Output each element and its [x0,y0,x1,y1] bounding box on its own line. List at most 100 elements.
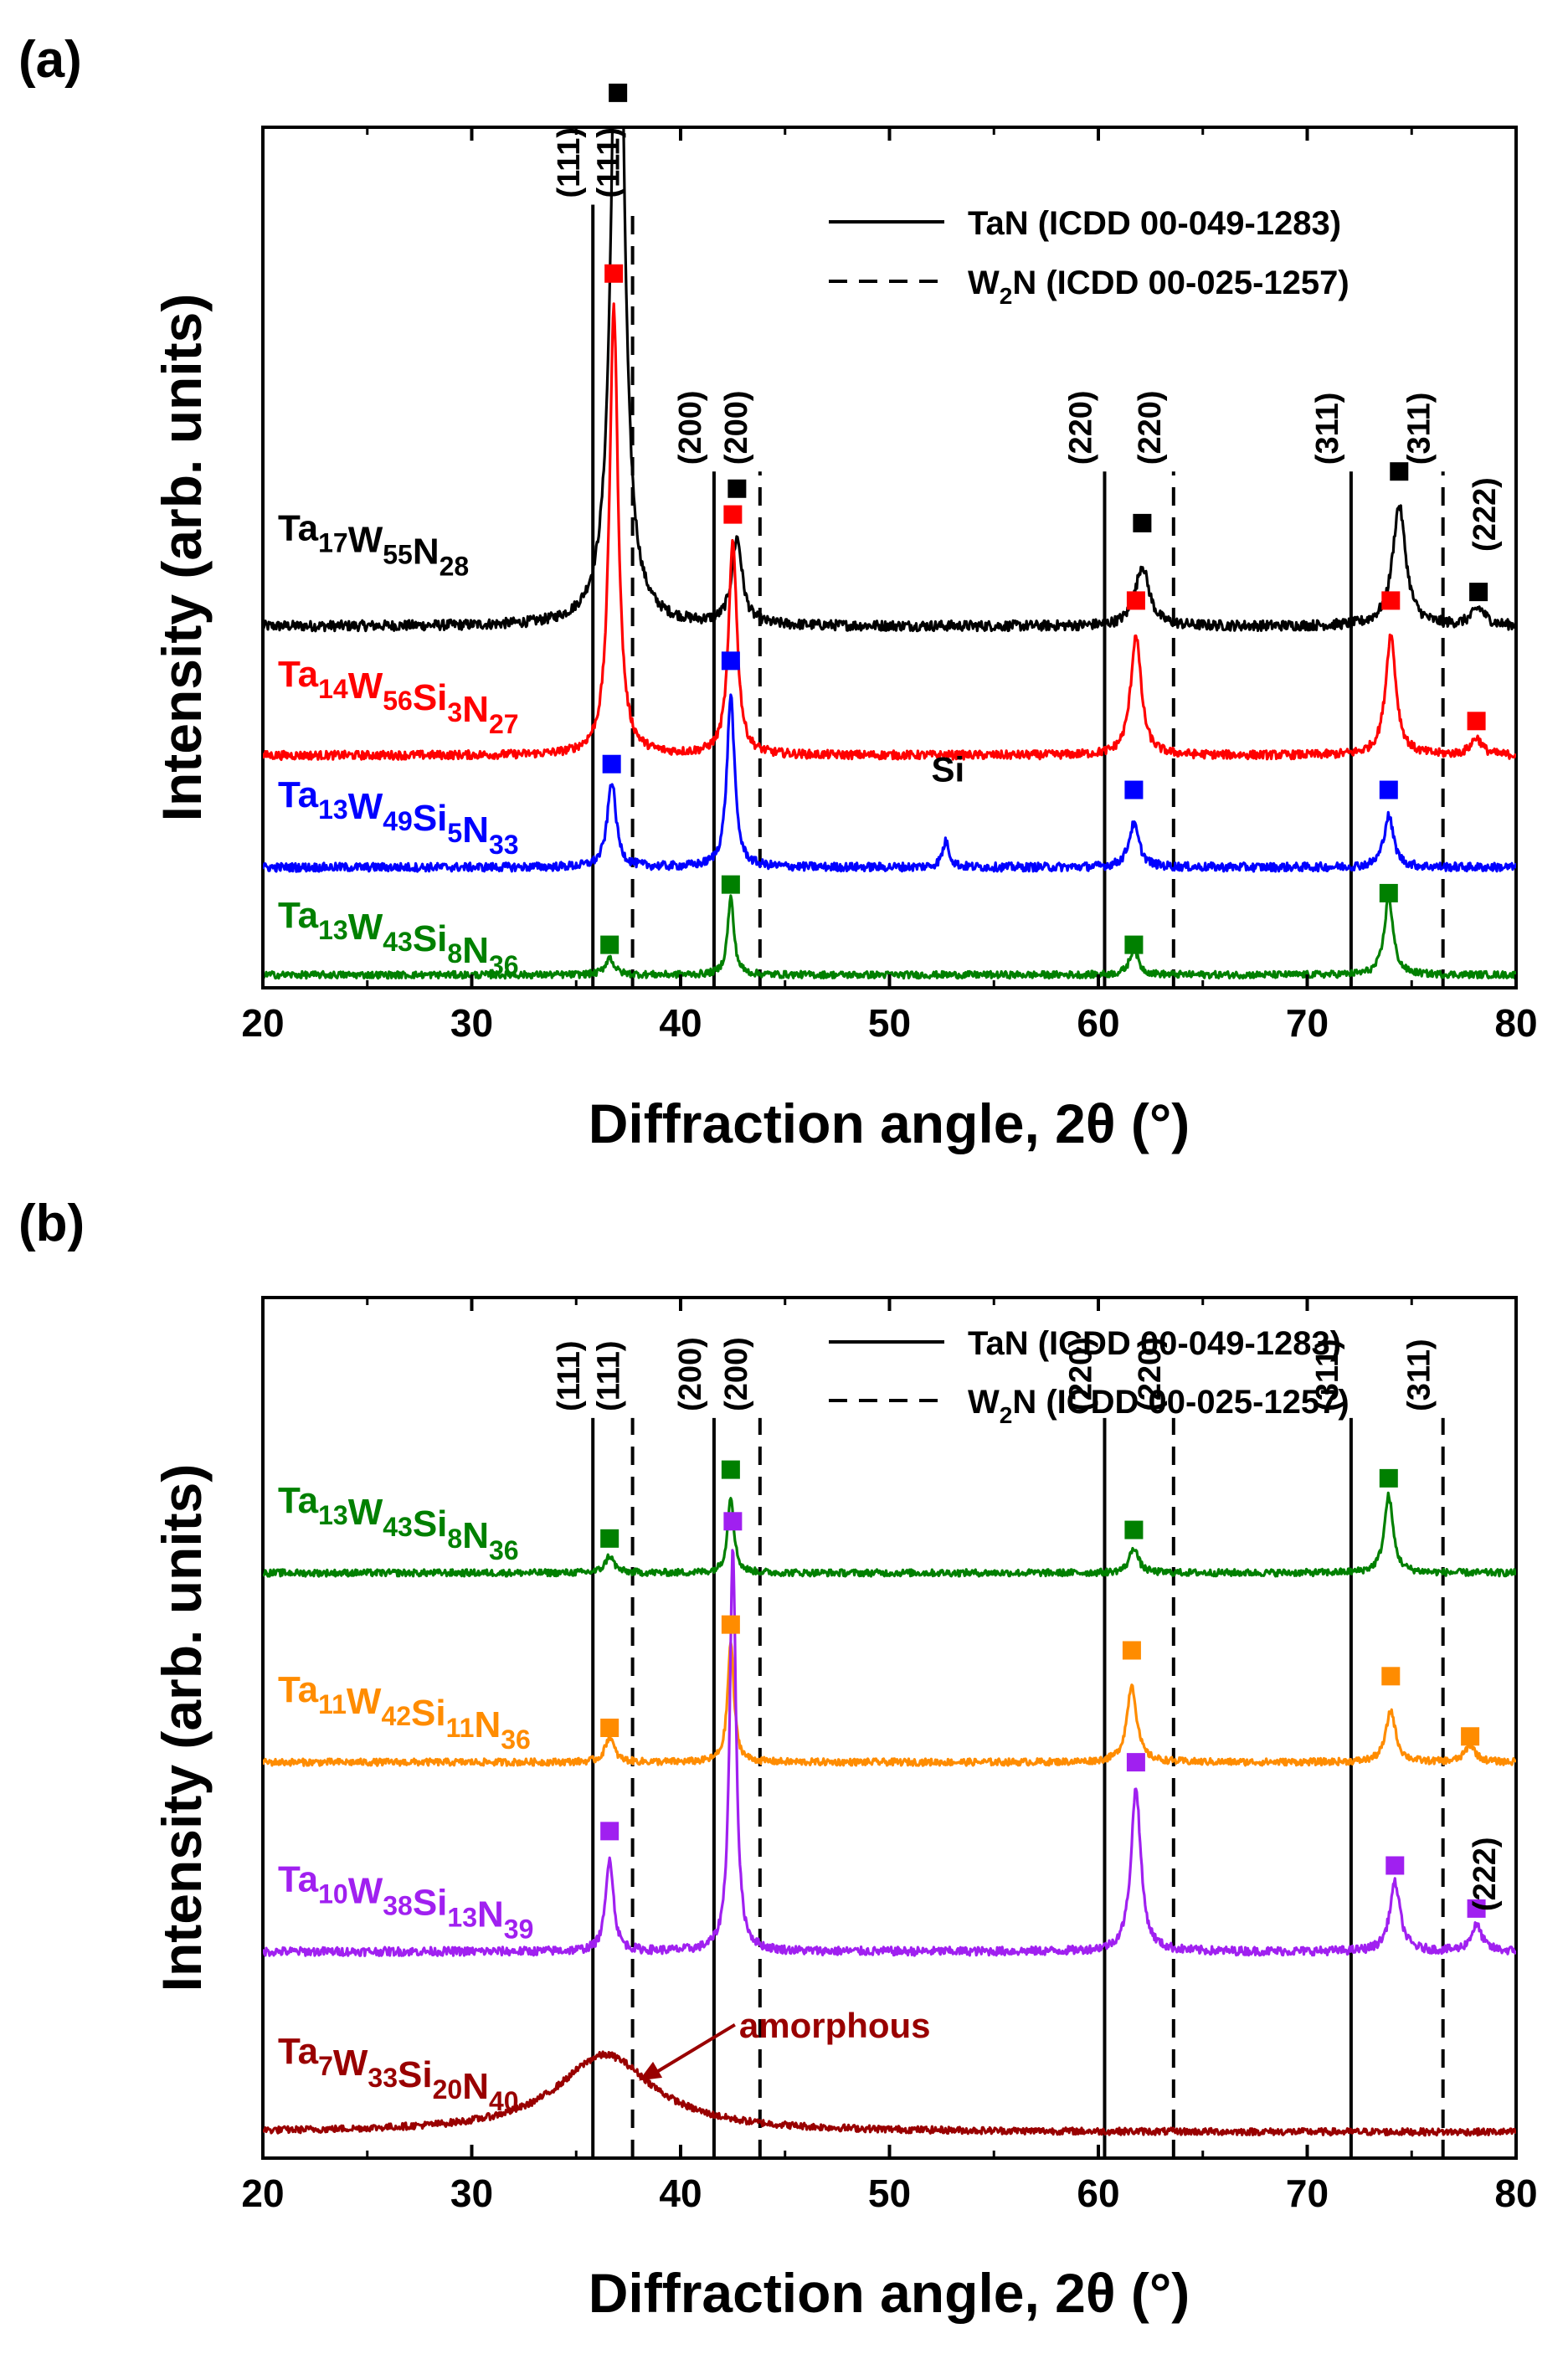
peak-marker [1390,462,1409,481]
peak-marker [602,754,621,774]
si-annotation: Si [932,749,965,789]
hkl-label: (220) [1133,1337,1168,1411]
reference-lines-a: (111) (111) (200) (200) (220) (220) (311) (311) [552,127,1445,988]
x-ticks-b: 20 30 40 50 60 70 80 [241,1298,1538,2215]
peak-marker [1124,1520,1144,1539]
hkl-222-label-b: (222) [1468,1837,1503,1911]
legend-tan-label: TaN (ICDD 00-049-1283) [968,205,1341,242]
peak-marker [1126,1753,1145,1772]
x-tick-label: 70 [1286,2172,1329,2215]
traces-b [263,1491,1516,2137]
y-axis-label-a: Intensity (arb. units) [151,294,213,822]
peak-marker [1379,883,1398,902]
panel-b: (111) (111) (200) (200) (220) (220) (311) (311)… [151,1296,1538,2324]
legend-w2n-label: W2N (ICDD 00-025-1257) [968,265,1350,309]
series-label-ta13w43si8n36: Ta13W43Si8N36 [278,895,519,980]
x-tick-label: 80 [1494,1001,1537,1045]
peak-marker [727,479,747,498]
peak-marker [723,1512,743,1531]
peak-marker [1379,1468,1398,1488]
x-tick-label: 60 [1077,2172,1119,2215]
series-line-ta13w49si5n33 [263,693,1516,873]
peak-marker [600,1719,619,1737]
peak-marker [600,1529,619,1548]
x-tick-label: 40 [659,2172,702,2215]
markers-a [600,83,1488,954]
peak-marker [1122,1641,1141,1660]
amorphous-annotation: amorphous [739,2006,931,2045]
series-line-ta13w43si8n36 [263,1491,1516,1578]
hkl-label: (200) [719,390,754,465]
legend-w2n-label: W2N (ICDD 00-025-1257) [968,1384,1350,1428]
amorphous-arrow-head [639,2061,663,2081]
peak-marker [1381,591,1401,610]
reference-lines-b: (111) (111) (200) (200) (220) (220) (311) (311) [552,1337,1445,2158]
peak-marker [600,935,619,954]
hkl-label: (111) [552,1340,587,1411]
hkl-label: (311) [1310,1339,1345,1411]
x-tick-label: 30 [450,2172,493,2215]
x-tick-label: 50 [868,1001,911,1045]
peak-marker [721,651,740,671]
peak-marker [1126,591,1145,610]
peak-marker [1467,712,1486,731]
legend-tan-label: TaN (ICDD 00-049-1283) [968,1325,1341,1362]
series-labels-a: Ta17W55N28 Ta14W56Si3N27 Ta13W49Si5N33 Ta13… [278,507,519,980]
hkl-label: (220) [1063,390,1098,465]
x-tick-label: 60 [1077,1001,1119,1045]
series-label-ta17w55n28: Ta17W55N28 [278,507,469,581]
series-line-ta11w42si11n36 [263,1641,1516,1767]
peak-marker [1124,780,1144,799]
legend-b: TaN (ICDD 00-049-1283) W2N (ICDD 00-025-… [829,1325,1350,1428]
panel-label-b: (b) [18,1195,85,1252]
series-labels-b: Ta13W43Si8N36 Ta11W42Si11N36 Ta10W38Si13N3… [278,1480,533,2116]
peak-marker [609,83,628,102]
x-axis-label-b: Diffraction angle, 2θ (°) [589,2262,1190,2324]
x-tick-label: 80 [1494,2172,1537,2215]
panel-label-a: (a) [18,31,82,89]
peak-marker [1381,1667,1401,1686]
x-tick-label: 40 [659,1001,702,1045]
peak-marker [1124,935,1144,954]
peak-marker [723,505,743,524]
x-axis-label-a: Diffraction angle, 2θ (°) [589,1092,1190,1154]
series-label-ta10w38si13n39: Ta10W38Si13N39 [278,1858,533,1944]
peak-marker [1461,1727,1480,1746]
hkl-label: (111) [592,1340,627,1411]
peak-marker [600,1822,619,1841]
hkl-label: (200) [673,390,708,465]
hkl-label: (220) [1133,390,1168,465]
hkl-label: (200) [673,1337,708,1411]
series-label-ta11w42si11n36: Ta11W42Si11N36 [278,1669,531,1755]
series-label-ta7w33si20n40: Ta7W33Si20N40 [278,2031,519,2116]
hkl-label: (220) [1063,1337,1098,1411]
series-label-ta13w43si8n36: Ta13W43Si8N36 [278,1480,519,1565]
peak-marker [1379,780,1398,799]
hkl-label: (111) [592,127,627,198]
hkl-label: (311) [1402,393,1437,465]
y-axis-label-b: Intensity (arb. units) [151,1464,213,1992]
series-line-ta14w56si3n27 [263,302,1516,761]
series-line-ta10w38si13n39 [263,1549,1516,1957]
legend-a: TaN (ICDD 00-049-1283) W2N (ICDD 00-025-… [829,205,1350,309]
hkl-label: (311) [1310,393,1345,465]
x-ticks-a: 20 30 40 50 60 70 80 [241,127,1538,1045]
series-label-ta13w49si5n33: Ta13W49Si5N33 [278,774,519,860]
peak-marker [604,264,624,283]
series-line-ta7w33si20n40 [263,2050,1516,2137]
markers-b [600,1460,1486,1918]
peak-marker [721,1460,740,1479]
panel-a: (111) (111) (200) (200) (220) (220) (311) (311)… [151,83,1538,1154]
x-tick-label: 50 [868,2172,911,2215]
x-tick-label: 70 [1286,1001,1329,1045]
peak-marker [1133,513,1152,532]
hkl-222-label-a: (222) [1468,477,1503,552]
x-tick-label: 20 [241,2172,284,2215]
amorphous-arrow [650,2022,736,2078]
x-tick-label: 20 [241,1001,284,1045]
hkl-label: (200) [719,1337,754,1411]
series-label-ta14w56si3n27: Ta14W56Si3N27 [278,654,519,739]
hkl-label: (111) [552,127,587,198]
peak-marker [1467,1899,1486,1918]
